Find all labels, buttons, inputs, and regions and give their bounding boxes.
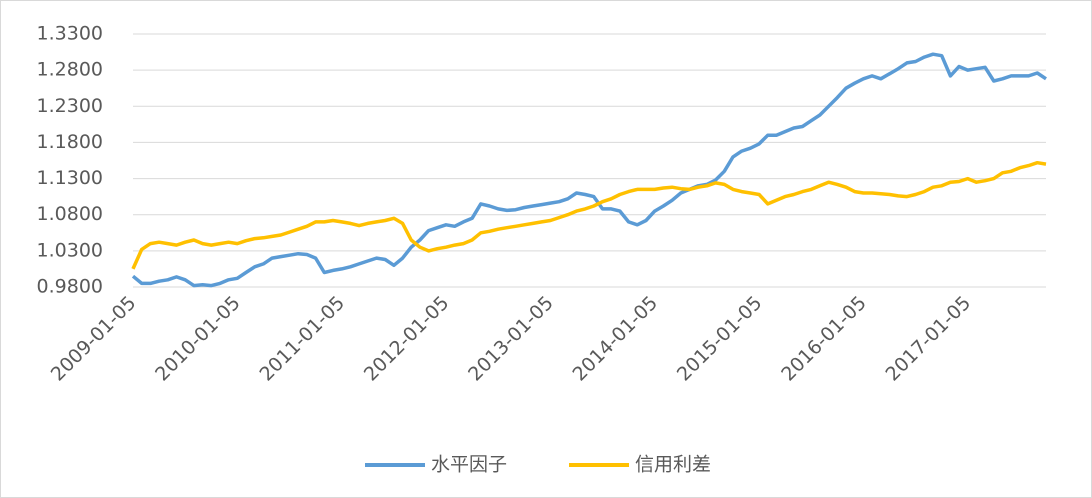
y-tick-label: 1.1300 bbox=[37, 167, 103, 189]
y-tick-label: 1.2800 bbox=[37, 59, 103, 81]
y-tick-label: 1.0800 bbox=[37, 203, 103, 225]
legend-label: 水平因子 bbox=[431, 454, 507, 476]
legend-label: 信用利差 bbox=[635, 454, 711, 476]
y-tick-label: 0.9800 bbox=[37, 276, 103, 298]
series-line bbox=[131, 52, 1047, 288]
y-tick-label: 1.1800 bbox=[37, 131, 103, 153]
y-tick-label: 1.2300 bbox=[37, 95, 103, 117]
y-tick-label: 1.3300 bbox=[37, 23, 103, 45]
y-tick-label: 1.0300 bbox=[37, 239, 103, 261]
series-line bbox=[131, 160, 1047, 270]
